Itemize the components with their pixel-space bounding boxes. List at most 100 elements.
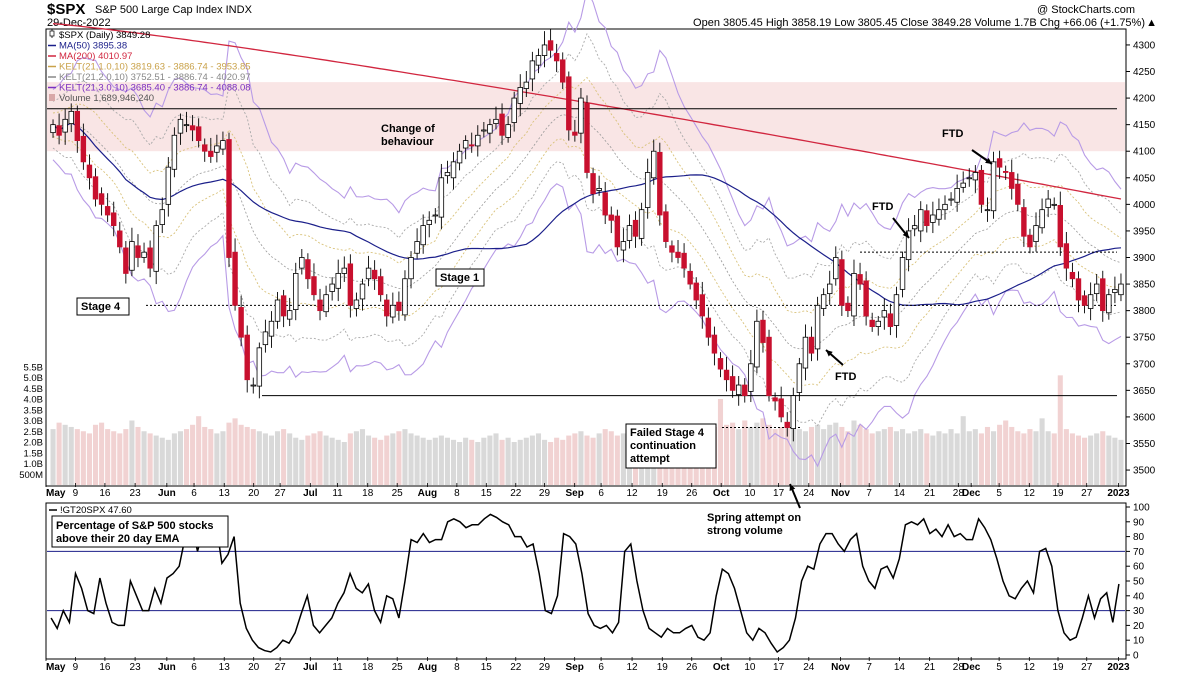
candle <box>820 288 827 316</box>
breadth-tick-label: 100 <box>1133 503 1150 514</box>
volume-bar <box>1051 433 1057 485</box>
candle-body-down <box>675 251 681 258</box>
candle <box>644 158 651 219</box>
candle-body-up <box>1045 198 1051 208</box>
date-tick-label: 28 <box>953 662 965 673</box>
volume-bar <box>1009 426 1015 485</box>
candle <box>857 262 863 290</box>
volume-bar <box>736 429 742 485</box>
candle <box>723 356 730 392</box>
date-tick-label: 15 <box>481 662 493 673</box>
volume-bar <box>930 435 936 485</box>
candle <box>135 234 141 268</box>
candle <box>1106 288 1112 320</box>
candle-body-up <box>220 140 226 150</box>
candle <box>414 228 420 259</box>
volume-bar <box>560 439 566 485</box>
volume-bar <box>1045 431 1051 485</box>
legend-entry: Volume 1,689,946,240 <box>59 93 154 104</box>
candle <box>572 119 578 142</box>
breadth-label-line: above their 20 day EMA <box>56 533 180 545</box>
candle-body-down <box>572 131 578 136</box>
candle-body-down <box>669 245 675 253</box>
legend-entry: MA(50) 3895.38 <box>59 41 127 52</box>
candle-body-down <box>371 269 378 280</box>
volume-bar <box>463 437 469 485</box>
candle-body-up <box>214 145 220 153</box>
date-tick-label: 12 <box>627 662 639 673</box>
candle <box>214 134 220 163</box>
candle <box>80 123 87 170</box>
volume-bar <box>420 437 426 485</box>
volume-bar <box>541 439 548 485</box>
candle-body-up <box>517 87 523 104</box>
volume-bar <box>196 416 202 485</box>
volume-bar <box>875 431 881 485</box>
volume-bar <box>1027 429 1033 485</box>
candle <box>875 315 881 336</box>
date-tick-label: 24 <box>803 662 815 673</box>
volume-bar <box>1094 433 1100 485</box>
candle <box>626 214 633 249</box>
candle-body-down <box>857 274 863 285</box>
legend-entry: KELT(21,2.0,10) 3752.51 - 3886.74 - 4020… <box>59 72 251 83</box>
failed-stage4-label-line: attempt <box>630 453 670 465</box>
candle-body-up <box>833 257 839 280</box>
candle-body-up <box>748 363 754 392</box>
keltner-3-band-upper <box>52 0 1122 247</box>
candle-body-down <box>111 212 117 227</box>
failed-stage4-label: Failed Stage 4 continuation attempt <box>630 427 705 465</box>
date-tick-label: 25 <box>392 662 404 673</box>
candle-body-down <box>869 319 875 327</box>
candle-body-up <box>299 257 305 269</box>
candle <box>966 168 972 187</box>
candle <box>450 152 457 190</box>
volume-bar <box>238 424 244 485</box>
candle <box>104 193 111 222</box>
candle <box>505 116 511 143</box>
candle <box>918 201 924 243</box>
volume-bar <box>457 442 463 485</box>
failed-stage4-label-box <box>625 423 717 469</box>
candle <box>735 376 742 406</box>
candle <box>444 160 451 184</box>
volume-bar <box>153 435 159 485</box>
volume-bar <box>135 426 141 485</box>
candle <box>268 311 275 348</box>
volume-tick-label: 500M <box>19 470 43 481</box>
volume-bar <box>432 437 438 485</box>
candle-body-down <box>693 282 699 301</box>
price-tick-label: 3600 <box>1133 412 1156 423</box>
candle <box>323 285 329 318</box>
candle-body-down <box>778 398 784 418</box>
candle-body-up <box>535 55 542 66</box>
candle-body-down <box>784 421 790 428</box>
candle <box>1033 212 1039 252</box>
candle <box>705 307 712 346</box>
candle-body-up <box>596 188 602 191</box>
candle-body-up <box>875 320 881 327</box>
volume-bar <box>881 429 887 485</box>
date-tick-label: 13 <box>219 662 231 673</box>
candle-body-down <box>723 369 730 381</box>
volume-bar <box>778 426 784 485</box>
volume-bar <box>602 429 608 485</box>
candle-body-up <box>1112 288 1118 293</box>
candle-body-up <box>954 188 960 203</box>
date-tick-label: 7 <box>866 488 872 499</box>
candle-body-up <box>153 225 159 272</box>
volume-bar <box>997 424 1003 485</box>
candle-body-down <box>1015 183 1021 205</box>
candle-body-up <box>487 124 493 134</box>
candle <box>1002 165 1009 180</box>
candle <box>560 52 566 90</box>
price-tick-label: 3750 <box>1133 333 1156 344</box>
candle <box>499 103 505 145</box>
volume-bar <box>232 418 238 485</box>
volume-bar <box>1100 431 1106 485</box>
volume-bar <box>936 431 942 485</box>
date-tick-label: 25 <box>392 488 404 499</box>
candle <box>893 286 900 338</box>
ftd-arrow-top-head <box>985 157 992 164</box>
candle-body-up <box>626 225 633 241</box>
